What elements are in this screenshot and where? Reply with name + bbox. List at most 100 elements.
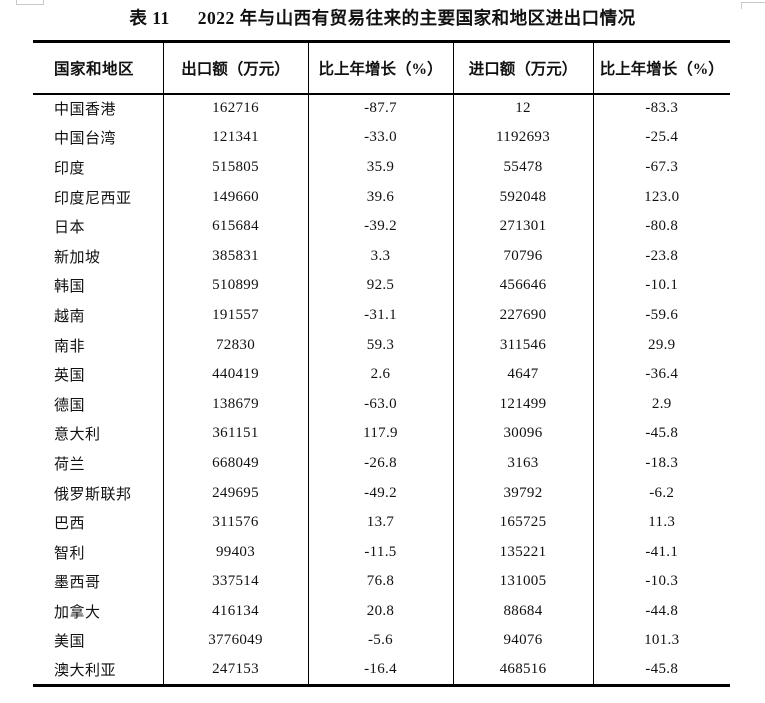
- value-cell: 94076: [452, 626, 593, 656]
- country-cell: 俄罗斯联邦: [54, 486, 132, 503]
- value-cell: 101.3: [592, 626, 730, 656]
- value-cell: -23.8: [592, 241, 730, 272]
- value-cell: 510899: [162, 271, 308, 301]
- table-number-label: 表 11: [129, 8, 170, 28]
- country-cell: 中国香港: [54, 102, 117, 119]
- country-cell: 墨西哥: [54, 575, 101, 592]
- value-cell: 11.3: [592, 507, 730, 538]
- value-cell: 247153: [162, 655, 308, 686]
- value-cell: 117.9: [307, 419, 453, 449]
- value-cell: 76.8: [307, 567, 453, 597]
- table-row: 意大利 361151 117.9 30096 -45.8: [33, 419, 730, 449]
- col-header-import-value: 进口额（万元）: [452, 41, 593, 95]
- value-cell: 615684: [162, 211, 308, 242]
- table-row: 南非 72830 59.3 311546 29.9: [33, 330, 730, 360]
- table-row: 美国 3776049 -5.6 94076 101.3: [33, 626, 730, 656]
- value-cell: 92.5: [307, 271, 453, 301]
- table-row: 墨西哥 337514 76.8 131005 -10.3: [33, 567, 730, 597]
- value-cell: -16.4: [307, 655, 453, 686]
- value-cell: -67.3: [592, 152, 730, 183]
- col-header-import-growth: 比上年增长（%）: [592, 41, 730, 95]
- value-cell: 165725: [452, 507, 593, 538]
- value-cell: -41.1: [592, 537, 730, 567]
- value-cell: -44.8: [592, 596, 730, 627]
- value-cell: 39.6: [307, 182, 453, 212]
- table-header: 国家和地区 出口额（万元） 比上年增长（%） 进口额（万元） 比上年增长（%）: [33, 41, 730, 95]
- table-row: 中国台湾 121341 -33.0 1192693 -25.4: [33, 123, 730, 153]
- value-cell: 3.3: [307, 241, 453, 272]
- value-cell: 88684: [452, 596, 593, 627]
- editor-handle-artifact-right: [741, 2, 765, 9]
- country-cell: 美国: [54, 634, 86, 651]
- value-cell: -36.4: [592, 359, 730, 390]
- value-cell: 515805: [162, 152, 308, 183]
- table-row: 德国 138679 -63.0 121499 2.9: [33, 389, 730, 420]
- value-cell: 55478: [452, 152, 593, 183]
- value-cell: -45.8: [592, 655, 730, 686]
- country-cell: 越南: [54, 308, 86, 325]
- value-cell: 385831: [162, 241, 308, 272]
- value-cell: 249695: [162, 478, 308, 508]
- value-cell: 138679: [162, 389, 308, 420]
- value-cell: 162716: [162, 93, 308, 124]
- country-cell: 巴西: [54, 516, 86, 533]
- value-cell: 123.0: [592, 182, 730, 212]
- value-cell: 99403: [162, 537, 308, 567]
- table-row: 印度 515805 35.9 55478 -67.3: [33, 152, 730, 183]
- value-cell: 72830: [162, 330, 308, 360]
- table-row: 韩国 510899 92.5 456646 -10.1: [33, 271, 730, 301]
- table-title-text: 2022 年与山西有贸易往来的主要国家和地区进出口情况: [197, 8, 636, 28]
- country-cell: 英国: [54, 368, 86, 385]
- country-cell: 印度: [54, 160, 86, 177]
- country-cell: 澳大利亚: [54, 663, 117, 680]
- value-cell: -31.1: [307, 300, 453, 331]
- value-cell: -45.8: [592, 419, 730, 449]
- value-cell: -5.6: [307, 626, 453, 656]
- value-cell: 30096: [452, 419, 593, 449]
- country-cell: 日本: [54, 220, 86, 237]
- value-cell: -49.2: [307, 478, 453, 508]
- table-row: 新加坡 385831 3.3 70796 -23.8: [33, 241, 730, 272]
- value-cell: 456646: [452, 271, 593, 301]
- value-cell: 227690: [452, 300, 593, 331]
- col-header-export-growth: 比上年增长（%）: [307, 41, 453, 95]
- value-cell: -18.3: [592, 448, 730, 479]
- value-cell: 468516: [452, 655, 593, 686]
- value-cell: -39.2: [307, 211, 453, 242]
- value-cell: 2.9: [592, 389, 730, 420]
- country-cell: 新加坡: [54, 249, 101, 266]
- value-cell: -59.6: [592, 300, 730, 331]
- value-cell: 35.9: [307, 152, 453, 183]
- value-cell: 3776049: [162, 626, 308, 656]
- value-cell: 361151: [162, 419, 308, 449]
- value-cell: -63.0: [307, 389, 453, 420]
- value-cell: 121499: [452, 389, 593, 420]
- value-cell: 29.9: [592, 330, 730, 360]
- col-header-country: 国家和地区: [33, 41, 163, 95]
- table-row: 日本 615684 -39.2 271301 -80.8: [33, 211, 730, 242]
- value-cell: 668049: [162, 448, 308, 479]
- value-cell: 39792: [452, 478, 593, 508]
- table-row: 智利 99403 -11.5 135221 -41.1: [33, 537, 730, 567]
- table-row: 加拿大 416134 20.8 88684 -44.8: [33, 596, 730, 627]
- value-cell: 271301: [452, 211, 593, 242]
- value-cell: 440419: [162, 359, 308, 390]
- table-row: 俄罗斯联邦 249695 -49.2 39792 -6.2: [33, 478, 730, 508]
- value-cell: -33.0: [307, 123, 453, 153]
- value-cell: 191557: [162, 300, 308, 331]
- table-row: 越南 191557 -31.1 227690 -59.6: [33, 300, 730, 331]
- value-cell: 416134: [162, 596, 308, 627]
- header-row: 国家和地区 出口额（万元） 比上年增长（%） 进口额（万元） 比上年增长（%）: [33, 41, 730, 95]
- value-cell: 70796: [452, 241, 593, 272]
- table-row: 中国香港 162716 -87.7 12 -83.3: [33, 93, 730, 124]
- table-row: 英国 440419 2.6 4647 -36.4: [33, 359, 730, 390]
- table-row: 印度尼西亚 149660 39.6 592048 123.0: [33, 182, 730, 212]
- country-cell: 印度尼西亚: [54, 190, 132, 207]
- country-cell: 中国台湾: [54, 131, 117, 148]
- editor-handle-artifact-left: [16, 0, 44, 5]
- value-cell: 1192693: [452, 123, 593, 153]
- value-cell: 59.3: [307, 330, 453, 360]
- value-cell: 4647: [452, 359, 593, 390]
- value-cell: 12: [452, 93, 593, 124]
- value-cell: 149660: [162, 182, 308, 212]
